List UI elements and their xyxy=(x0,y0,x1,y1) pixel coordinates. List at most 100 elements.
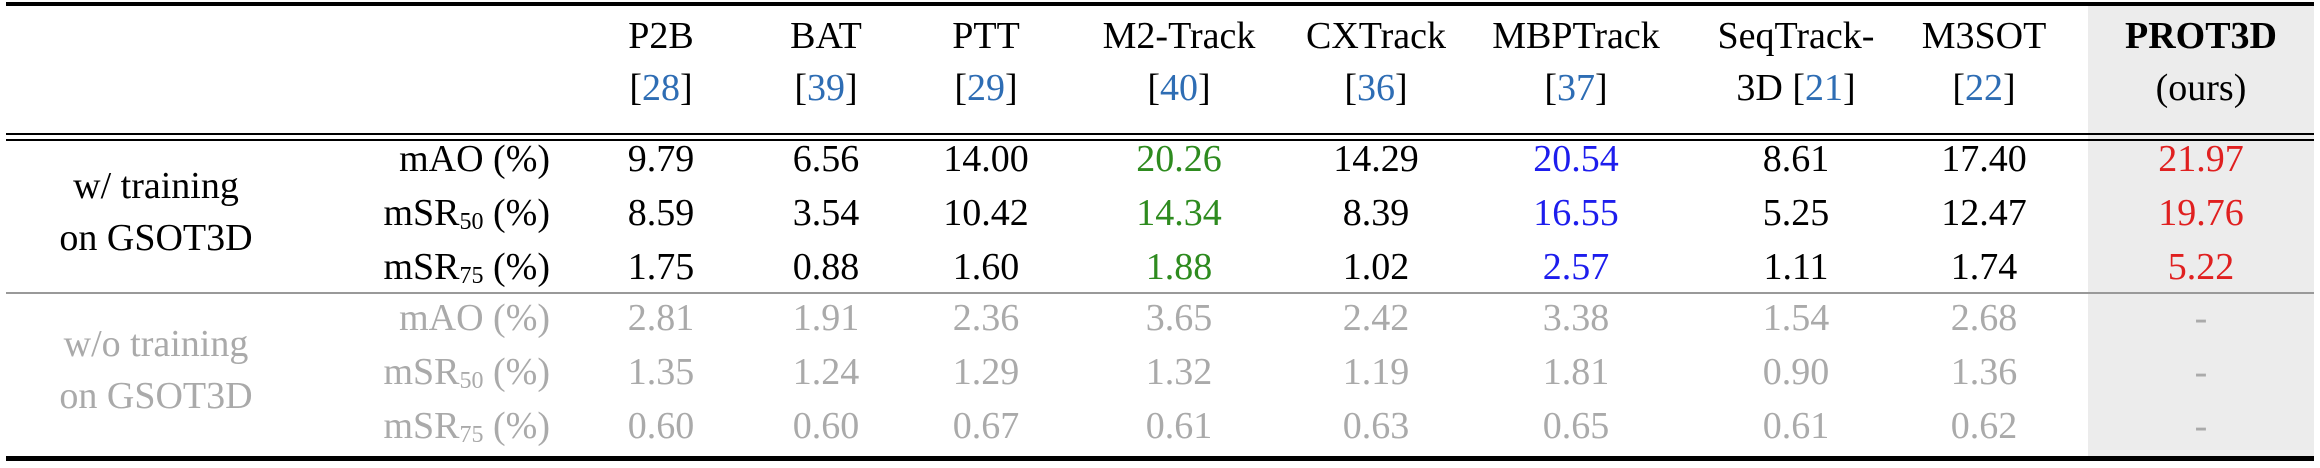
table-cell: 1.36 xyxy=(1950,351,2018,393)
table-cell: 0.90 xyxy=(1762,351,1830,393)
table-cell: 1.91 xyxy=(792,297,860,339)
metric-subscript: 50 xyxy=(459,368,484,394)
table-cell: 1.35 xyxy=(627,351,695,393)
col-header-m3sot: M3SOT [22] xyxy=(1904,10,2064,130)
col-header-ours-tag: (ours) xyxy=(2155,67,2247,109)
table-cell: 3.65 xyxy=(1145,297,1213,339)
table-cell: 20.54 xyxy=(1533,138,1619,180)
table-cell: 1.24 xyxy=(792,351,860,393)
col-header-name: BAT xyxy=(790,15,862,57)
table-cell: 0.61 xyxy=(1145,405,1213,447)
col-header-name: M2-Track xyxy=(1102,15,1256,57)
table-cell: 3.54 xyxy=(792,192,860,234)
table-cell: - xyxy=(2194,405,2208,447)
table-cell: 0.88 xyxy=(792,246,860,288)
top-rule xyxy=(6,2,2314,6)
table-cell: 14.29 xyxy=(1333,138,1419,180)
table-cell: 8.61 xyxy=(1762,138,1830,180)
table-cell: 2.57 xyxy=(1542,246,1610,288)
header-rule-2 xyxy=(6,139,2314,141)
table-cell: 1.60 xyxy=(952,246,1020,288)
table-cell: 1.54 xyxy=(1762,297,1830,339)
table-cell: 1.11 xyxy=(1763,246,1829,288)
col-header-p2b: P2B [28] xyxy=(616,10,706,130)
table-cell: 3.38 xyxy=(1542,297,1610,339)
table-cell: 12.47 xyxy=(1941,192,2027,234)
table-cell: 0.60 xyxy=(627,405,695,447)
table-cell: 1.75 xyxy=(627,246,695,288)
table-cell: 0.62 xyxy=(1950,405,2018,447)
table-cell: 16.55 xyxy=(1533,192,1619,234)
table-cell: 0.61 xyxy=(1762,405,1830,447)
citation-link[interactable]: 22 xyxy=(1965,67,2003,109)
group-divider xyxy=(6,292,2314,294)
header-rule-1 xyxy=(6,133,2314,135)
metric-subscript: 50 xyxy=(459,209,484,235)
table-cell: 20.26 xyxy=(1136,138,1222,180)
metric-text: mAO (%) xyxy=(399,297,550,339)
table-cell: 5.25 xyxy=(1762,192,1830,234)
citation-link[interactable]: 37 xyxy=(1557,67,1595,109)
metric-unit: (%) xyxy=(483,192,550,234)
citation-link[interactable]: 21 xyxy=(1804,67,1843,109)
ours-column-highlight xyxy=(2088,6,2314,456)
metric-subscript: 75 xyxy=(459,422,484,448)
col-header-m2-track: M2-Track [40] xyxy=(1084,10,1274,130)
citation-link[interactable]: 36 xyxy=(1357,67,1395,109)
metric-label: mSR75 (%) xyxy=(288,399,550,462)
metric-unit: (%) xyxy=(483,246,550,288)
results-table: P2B [28] BAT [39] PTT [29] M2-Track [40]… xyxy=(6,0,2314,468)
col-header-seqtrack-3d: SeqTrack- 3D [21] xyxy=(1696,10,1896,130)
table-cell: 0.67 xyxy=(952,405,1020,447)
col-header-bat: BAT [39] xyxy=(781,10,871,130)
metric-text: mSR xyxy=(383,246,460,288)
col-header-name: PTT xyxy=(952,15,1020,57)
metric-text: mSR xyxy=(383,351,460,393)
col-header-mbptrack: MBPTrack [37] xyxy=(1471,10,1681,130)
table-cell: 1.81 xyxy=(1542,351,1610,393)
metric-unit: (%) xyxy=(483,351,550,393)
metric-text: mAO (%) xyxy=(399,138,550,180)
group-label-line: on GSOT3D xyxy=(59,217,253,259)
group-label-line: w/ training xyxy=(73,165,239,207)
table-cell: 5.22 xyxy=(2167,246,2235,288)
col-header-name: SeqTrack- xyxy=(1717,15,1875,57)
col-header-name: CXTrack xyxy=(1305,15,1447,57)
metric-text: mSR xyxy=(383,192,460,234)
col-header-name: P2B xyxy=(628,15,694,57)
table-cell: 1.88 xyxy=(1145,246,1213,288)
table-cell: 1.74 xyxy=(1950,246,2018,288)
table-cell: 2.42 xyxy=(1342,297,1410,339)
table-cell: - xyxy=(2194,297,2208,339)
group-label-with-training: w/ training on GSOT3D xyxy=(6,160,306,264)
col-header-name: MBPTrack xyxy=(1492,15,1660,57)
citation-link[interactable]: 28 xyxy=(642,67,680,109)
col-header-prot3d: PROT3D (ours) xyxy=(2088,10,2314,130)
table-cell: 10.42 xyxy=(943,192,1029,234)
metric-label: mSR50 (%) xyxy=(288,345,550,408)
bottom-rule xyxy=(6,456,2314,461)
col-header-name: M3SOT xyxy=(1921,15,2047,57)
metric-text: mSR xyxy=(383,405,460,447)
group-label-without-training: w/o training on GSOT3D xyxy=(6,318,306,422)
table-cell: 14.00 xyxy=(943,138,1029,180)
metric-label: mAO (%) xyxy=(288,291,550,345)
table-cell: 0.60 xyxy=(792,405,860,447)
citation-link[interactable]: 29 xyxy=(967,67,1005,109)
citation-link[interactable]: 39 xyxy=(807,67,845,109)
metric-label: mSR75 (%) xyxy=(288,240,550,303)
table-cell: 9.79 xyxy=(627,138,695,180)
col-header-name: PROT3D xyxy=(2125,15,2277,57)
table-cell: 2.68 xyxy=(1950,297,2018,339)
group-label-line: w/o training xyxy=(63,323,249,365)
col-header-cxtrack: CXTrack [36] xyxy=(1286,10,1466,130)
metric-unit: (%) xyxy=(483,405,550,447)
table-cell: 2.81 xyxy=(627,297,695,339)
group-label-line: on GSOT3D xyxy=(59,375,253,417)
table-cell: 2.36 xyxy=(952,297,1020,339)
table-cell: 17.40 xyxy=(1941,138,2027,180)
metric-label: mAO (%) xyxy=(288,132,550,186)
table-cell: 21.97 xyxy=(2158,138,2244,180)
citation-link[interactable]: 40 xyxy=(1160,67,1198,109)
table-cell: 0.63 xyxy=(1342,405,1410,447)
